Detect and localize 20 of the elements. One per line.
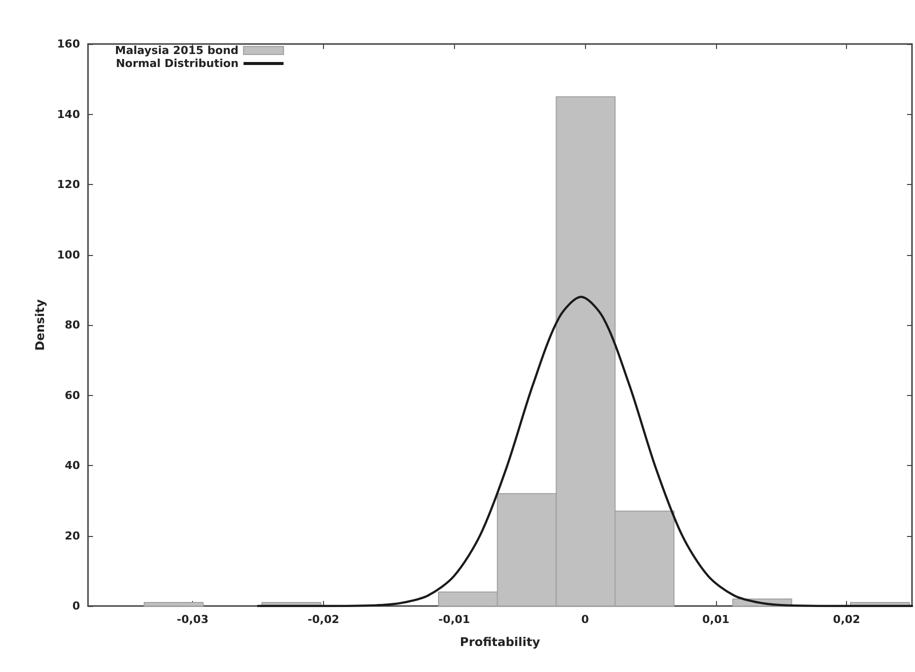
y-tick-label: 160 xyxy=(57,38,80,50)
y-tick-label: 120 xyxy=(57,178,80,191)
y-tick-label: 60 xyxy=(64,388,80,402)
x-tick-label: 0 xyxy=(581,613,590,626)
y-tick-label: 40 xyxy=(64,459,80,472)
line-series xyxy=(256,296,914,608)
x-tick-label: -0,03 xyxy=(176,613,208,626)
legend-label: Normal Distribution xyxy=(116,57,239,70)
y-tick-label: 0 xyxy=(72,600,80,612)
y-tick-label: 20 xyxy=(64,529,80,542)
y-tick-label: 100 xyxy=(57,248,80,262)
y-axis-title: Density xyxy=(33,299,47,351)
x-axis-title: Profitability xyxy=(460,635,540,649)
y-tick-label: 140 xyxy=(57,108,80,121)
legend-label: Malaysia 2015 bond xyxy=(115,44,239,57)
x-tick-label: 0,02 xyxy=(833,613,860,626)
x-tick-label: -0,02 xyxy=(308,613,340,626)
x-tick-label: -0,01 xyxy=(438,613,470,626)
y-tick-label: 80 xyxy=(64,318,80,332)
x-tick-label: 0,01 xyxy=(702,613,730,626)
